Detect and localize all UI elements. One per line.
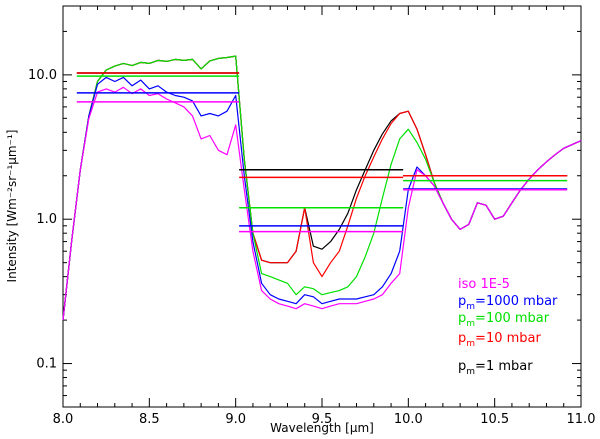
x-tick-label: 11.0 [567, 412, 596, 427]
x-tick-label: 8.0 [53, 412, 74, 427]
x-tick-label: 9.0 [225, 412, 246, 427]
band-average-lines [76, 72, 568, 233]
y-tick-label: 1.0 [36, 212, 57, 227]
axis-ticks [62, 5, 582, 408]
x-tick-label: 10.5 [480, 412, 509, 427]
series-lines [62, 55, 582, 321]
x-tick-label: 8.5 [139, 412, 160, 427]
y-tick-labels: 0.1 1.0 10.0 [28, 68, 57, 372]
legend-entry: pm=100 mbar [458, 311, 550, 329]
series-line [62, 86, 582, 321]
y-tick-label: 10.0 [28, 68, 57, 83]
x-tick-label: 10.0 [394, 412, 423, 427]
plot-frame [62, 5, 582, 408]
y-tick-label: 0.1 [36, 357, 57, 372]
y-axis-label: Intensity [Wm⁻²sr⁻¹μm⁻¹] [5, 130, 19, 283]
legend-entry: pm=10 mbar [458, 331, 541, 349]
legend-entry: pm=1000 mbar [458, 294, 558, 312]
legend-entry: pm=1 mbar [458, 359, 533, 377]
x-tick-label: 9.5 [312, 412, 333, 427]
legend-entry: iso 1E-5 [458, 277, 510, 292]
x-tick-labels: 8.0 8.5 9.0 9.5 10.0 10.5 11.0 [53, 412, 596, 427]
x-axis-label: Wavelength [μm] [270, 421, 374, 435]
